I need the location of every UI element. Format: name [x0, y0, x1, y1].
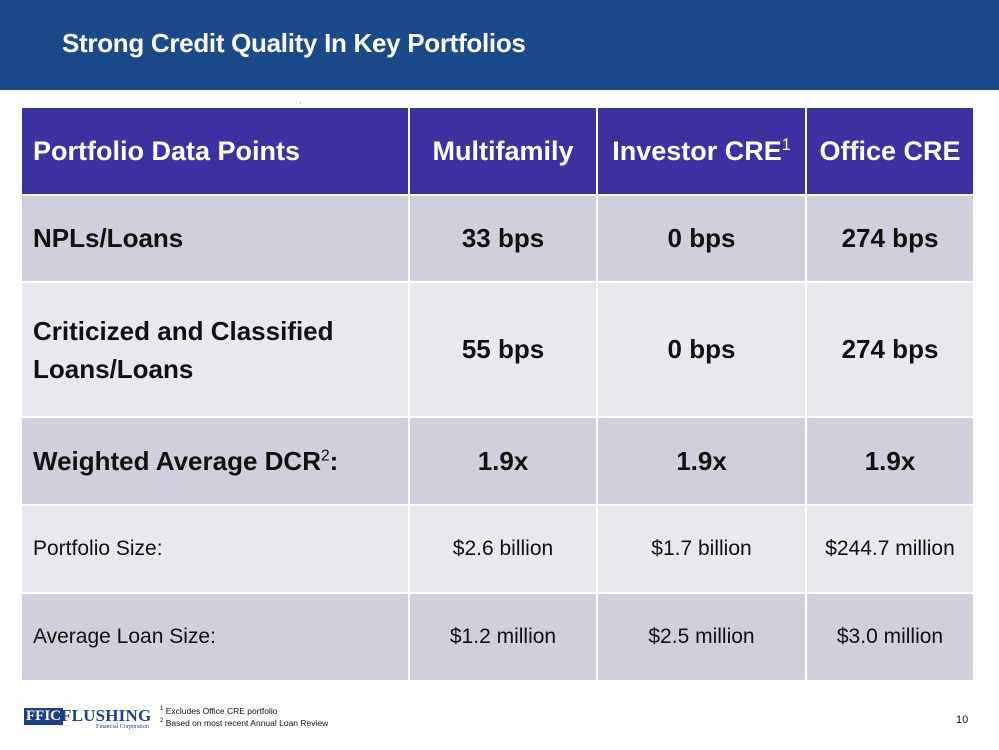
cell-investor-cre: 1.9x: [596, 416, 807, 506]
footnote-2-text: Based on most recent Annual Loan Review: [165, 718, 329, 728]
footnote-1: 1 Excludes Office CRE portfolio: [160, 705, 328, 717]
cell-multifamily: $2.6 billion: [408, 504, 598, 594]
header-portfolio-data-points: Portfolio Data Points: [20, 106, 410, 196]
portfolio-table: Portfolio Data Points Multifamily Invest…: [20, 106, 975, 682]
row-label-suffix: :: [329, 445, 339, 476]
row-label: Portfolio Size:: [20, 504, 410, 594]
footnote-2: 2 Based on most recent Annual Loan Revie…: [160, 717, 328, 729]
cell-investor-cre: 0 bps: [596, 281, 807, 418]
cell-multifamily: $1.2 million: [408, 592, 598, 682]
row-label: Criticized and Classified Loans/Loans: [20, 281, 410, 418]
row-label: Average Loan Size:: [20, 592, 410, 682]
table-row: Weighted Average DCR2: 1.9x 1.9x 1.9x: [20, 416, 975, 506]
footnotes: 1 Excludes Office CRE portfolio 2 Based …: [160, 705, 328, 729]
header-investor-cre-footnote: 1: [781, 135, 791, 154]
cell-office-cre: 1.9x: [805, 416, 975, 506]
table-row: NPLs/Loans 33 bps 0 bps 274 bps: [20, 194, 975, 283]
row-label: NPLs/Loans: [20, 194, 410, 283]
row-label-text: Weighted Average DCR: [33, 445, 321, 476]
logo-flushing: FLUSHING: [61, 706, 152, 725]
flushing-logo: FFIC FLUSHING Financial Corporation: [24, 706, 154, 732]
cell-office-cre: $244.7 million: [805, 504, 975, 594]
header-investor-cre: Investor CRE1: [596, 106, 807, 196]
table-row: Portfolio Size: $2.6 billion $1.7 billio…: [20, 504, 975, 594]
title-bar: Strong Credit Quality In Key Portfolios: [0, 0, 999, 90]
table-row: Criticized and Classified Loans/Loans 55…: [20, 281, 975, 418]
cell-investor-cre: $2.5 million: [596, 592, 807, 682]
row-label: Weighted Average DCR2:: [20, 416, 410, 506]
footnote-1-marker: 1: [160, 706, 164, 713]
slide-title: Strong Credit Quality In Key Portfolios: [62, 28, 526, 58]
row-label-footnote: 2: [320, 446, 330, 464]
page-number: 10: [956, 714, 969, 726]
footnote-1-text: Excludes Office CRE portfolio: [165, 706, 278, 716]
cell-investor-cre: $1.7 billion: [596, 504, 807, 594]
header-multifamily: Multifamily: [408, 106, 598, 196]
header-office-cre: Office CRE: [805, 106, 975, 196]
table-header-row: Portfolio Data Points Multifamily Invest…: [20, 106, 975, 196]
cell-office-cre: 274 bps: [805, 194, 975, 283]
cell-multifamily: 55 bps: [408, 281, 598, 418]
cell-multifamily: 1.9x: [408, 416, 598, 506]
stray-dot: [300, 102, 301, 103]
cell-multifamily: 33 bps: [408, 194, 598, 283]
cell-office-cre: 274 bps: [805, 281, 975, 418]
table-row: Average Loan Size: $1.2 million $2.5 mil…: [20, 592, 975, 682]
cell-investor-cre: 0 bps: [596, 194, 807, 283]
footnote-2-marker: 2: [160, 718, 164, 725]
logo-financial-corporation: Financial Corporation: [96, 724, 149, 730]
cell-office-cre: $3.0 million: [805, 592, 975, 682]
logo-ffic: FFIC: [24, 708, 63, 725]
header-investor-cre-label: Investor CRE: [612, 135, 782, 166]
